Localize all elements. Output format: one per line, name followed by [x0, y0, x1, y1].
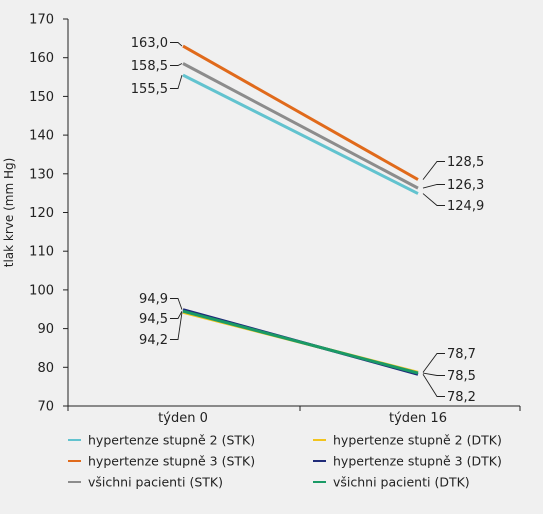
data-label-leader: [170, 310, 183, 319]
legend-label: hypertenze stupně 3 (DTK): [333, 454, 502, 469]
y-tick-label: 140: [29, 129, 54, 144]
y-tick-label: 110: [29, 245, 54, 260]
data-label: 158,5: [131, 59, 168, 74]
data-label: 78,5: [447, 369, 476, 384]
data-label-leader: [170, 63, 183, 66]
y-tick-label: 130: [29, 167, 54, 182]
data-label-leader: [422, 161, 445, 180]
data-label: 155,5: [131, 82, 168, 97]
legend-item: všichni pacienti (DTK): [313, 475, 470, 490]
legend-item: hypertenze stupně 3 (STK): [68, 454, 255, 469]
data-label: 128,5: [447, 155, 484, 170]
legend-item: hypertenze stupně 2 (DTK): [313, 433, 502, 448]
y-tick-label: 80: [37, 361, 54, 376]
legend-label: hypertenze stupně 2 (STK): [88, 433, 255, 448]
y-tick-label: 150: [29, 90, 54, 105]
data-label-leader: [422, 374, 445, 397]
legend-label: hypertenze stupně 3 (STK): [88, 454, 255, 469]
data-label: 78,7: [447, 347, 476, 362]
data-label: 94,9: [139, 292, 168, 307]
x-tick-label: týden 16: [389, 411, 447, 426]
y-tick-label: 90: [37, 322, 54, 337]
data-label-leader: [422, 193, 445, 206]
data-label-leader: [422, 184, 445, 189]
data-label-leader: [170, 42, 183, 47]
data-label: 124,9: [447, 199, 484, 214]
data-label-leader: [170, 74, 183, 89]
legend-label: všichni pacienti (DTK): [333, 475, 470, 490]
legend-item: všichni pacienti (STK): [68, 475, 223, 490]
legend-item: hypertenze stupně 3 (DTK): [313, 454, 502, 469]
data-label: 94,5: [139, 312, 168, 327]
data-label: 126,3: [447, 178, 484, 193]
y-tick-label: 160: [29, 51, 54, 66]
data-label: 94,2: [139, 333, 168, 348]
data-label-leader: [170, 312, 183, 340]
x-tick-label: týden 0: [158, 411, 208, 426]
data-label: 78,2: [447, 390, 476, 405]
data-label-leader: [170, 298, 183, 310]
series-line: [182, 62, 419, 190]
legend-label: hypertenze stupně 2 (DTK): [333, 433, 502, 448]
series-line: [182, 73, 419, 195]
series-line: [182, 44, 419, 181]
series-line: [182, 309, 419, 375]
legend-item: hypertenze stupně 2 (STK): [68, 433, 255, 448]
y-tick-label: 120: [29, 206, 54, 221]
data-label-leader: [422, 372, 445, 376]
data-label-leader: [422, 353, 445, 373]
legend-label: všichni pacienti (STK): [88, 475, 223, 490]
y-tick-label: 70: [37, 400, 54, 415]
y-tick-label: 100: [29, 283, 54, 298]
y-tick-label: 170: [29, 13, 54, 28]
data-label: 163,0: [131, 36, 168, 51]
y-axis-label: tlak krve (mm Hg): [2, 158, 16, 268]
